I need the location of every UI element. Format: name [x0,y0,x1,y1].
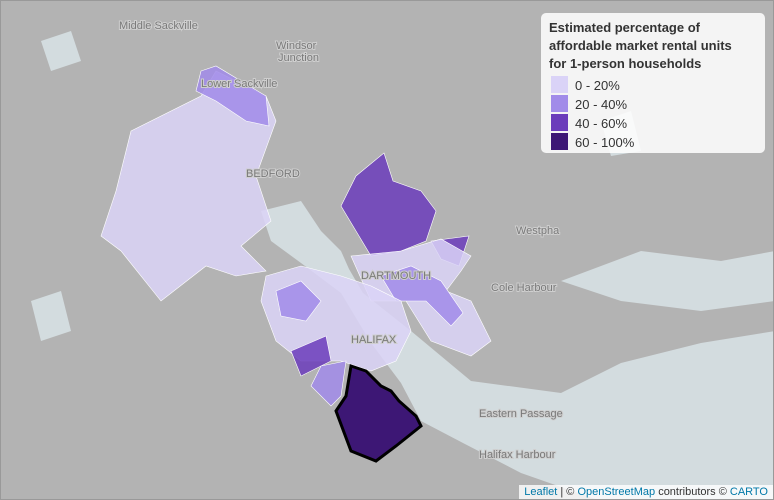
legend-box [541,13,765,153]
legend-title: for 1-person households [549,56,701,71]
legend: Estimated percentage of affordable market… [541,13,765,153]
region[interactable] [195,65,270,127]
legend-swatch [551,95,568,112]
place-label: Cole Harbour [491,282,557,294]
place-label: Junction [278,52,319,64]
legend-label: 20 - 40% [575,97,627,112]
place-label: BEDFORD [246,168,300,180]
legend-swatch [551,114,568,131]
attribution-text: | © [560,486,575,498]
legend-title: Estimated percentage of [549,20,701,35]
region[interactable] [340,152,437,257]
regions [100,65,492,463]
legend-label: 40 - 60% [575,116,627,131]
place-label: Eastern Passage [479,408,563,420]
osm-link[interactable]: OpenStreetMap [577,486,656,498]
region[interactable] [334,364,423,463]
water [31,31,773,499]
legend-swatch [551,76,568,93]
region[interactable] [310,360,347,407]
place-label: Halifax Harbour [479,449,556,461]
place-label: Windsor [276,40,317,52]
leaflet-link[interactable]: Leaflet [524,486,558,498]
region[interactable] [275,280,322,322]
place-label: Westpha [516,225,560,237]
legend-title: affordable market rental units [549,38,732,53]
place-label: DARTMOUTH [361,270,431,282]
legend-label: 60 - 100% [575,135,635,150]
legend-swatch [551,133,568,150]
attribution: Leaflet | © OpenStreetMap contributors ©… [519,485,773,499]
place-label: Middle Sackville [119,20,198,32]
carto-link[interactable]: CARTO [729,486,768,498]
place-label: HALIFAX [351,334,397,346]
place-label: Lower Sackville [201,78,277,90]
legend-label: 0 - 20% [575,78,620,93]
attribution-text: contributors © [658,486,727,498]
